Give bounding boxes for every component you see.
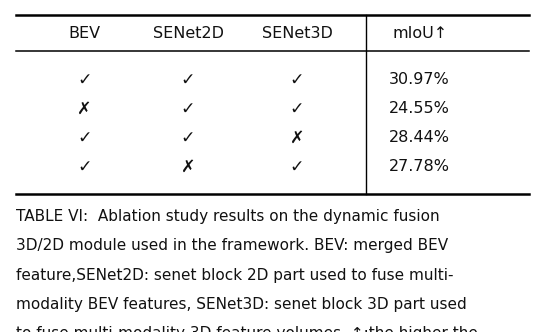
Text: ✓: ✓ [181,129,195,147]
Text: ✓: ✓ [181,100,195,118]
Text: ✗: ✗ [290,129,304,147]
Text: feature,SENet2D: senet block 2D part used to fuse multi-: feature,SENet2D: senet block 2D part use… [16,268,454,283]
Text: SENet3D: SENet3D [262,26,332,41]
Text: ✓: ✓ [290,158,304,176]
Text: ✓: ✓ [77,71,92,89]
Text: ✓: ✓ [181,71,195,89]
Text: SENet2D: SENet2D [153,26,223,41]
Text: ✓: ✓ [77,158,92,176]
Text: TABLE VI:  Ablation study results on the dynamic fusion: TABLE VI: Ablation study results on the … [16,209,440,224]
Text: ✓: ✓ [290,71,304,89]
Text: 3D/2D module used in the framework. BEV: merged BEV: 3D/2D module used in the framework. BEV:… [16,238,449,253]
Text: ✓: ✓ [290,100,304,118]
Text: mIoU↑: mIoU↑ [392,26,447,41]
Text: ✗: ✗ [77,100,92,118]
Text: ✓: ✓ [77,129,92,147]
Text: to fuse multi-modality 3D feature volumes. ↑:the higher the: to fuse multi-modality 3D feature volume… [16,326,478,332]
Text: 30.97%: 30.97% [389,72,450,87]
Text: 28.44%: 28.44% [389,130,450,145]
Text: 27.78%: 27.78% [389,159,450,175]
Text: BEV: BEV [69,26,100,41]
Text: ✗: ✗ [181,158,195,176]
Text: modality BEV features, SENet3D: senet block 3D part used: modality BEV features, SENet3D: senet bl… [16,297,467,312]
Text: 24.55%: 24.55% [389,101,450,116]
